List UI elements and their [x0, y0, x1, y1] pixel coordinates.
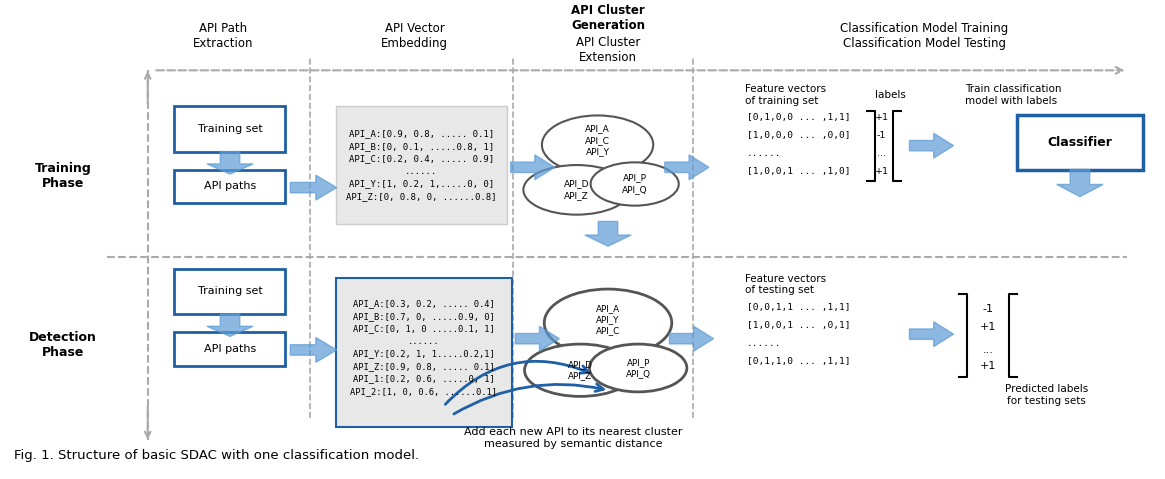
Text: API_D
API_Z: API_D API_Z — [567, 360, 593, 380]
Text: API_A:[0.9, 0.8, ..... 0.1]
API_B:[0, 0.1, .....0.8, 1]
API_C:[0.2, 0.4, ..... 0: API_A:[0.9, 0.8, ..... 0.1] API_B:[0, 0.… — [346, 129, 496, 201]
Text: -1: -1 — [983, 304, 994, 314]
Text: API Cluster
Extension: API Cluster Extension — [576, 35, 641, 64]
Polygon shape — [290, 175, 337, 200]
FancyBboxPatch shape — [336, 278, 511, 427]
Text: API paths: API paths — [204, 343, 256, 354]
Polygon shape — [585, 221, 631, 246]
Ellipse shape — [542, 115, 654, 174]
Text: [1,0,0,1 ... ,0,1]: [1,0,0,1 ... ,0,1] — [747, 320, 850, 330]
Text: ......: ...... — [747, 149, 782, 158]
Text: API_D
API_Z: API_D API_Z — [564, 180, 589, 200]
Text: +1: +1 — [875, 113, 889, 122]
Text: [1,0,0,0 ... ,0,0]: [1,0,0,0 ... ,0,0] — [747, 131, 850, 140]
Polygon shape — [910, 133, 953, 158]
Text: [0,1,0,0 ... ,1,1]: [0,1,0,0 ... ,1,1] — [747, 113, 850, 122]
Polygon shape — [910, 322, 953, 347]
Text: Training set: Training set — [198, 286, 262, 297]
Text: API_A:[0.3, 0.2, ..... 0.4]
API_B:[0.7, 0, .....0.9, 0]
API_C:[0, 1, 0 .....0.1,: API_A:[0.3, 0.2, ..... 0.4] API_B:[0.7, … — [351, 299, 497, 396]
Text: +1: +1 — [980, 322, 996, 332]
Ellipse shape — [591, 162, 679, 205]
Text: ......: ...... — [747, 339, 782, 348]
Text: Fig. 1. Structure of basic SDAC with one classification model.: Fig. 1. Structure of basic SDAC with one… — [14, 449, 419, 462]
Text: [1,0,0,1 ... ,1,0]: [1,0,0,1 ... ,1,0] — [747, 167, 850, 176]
Text: Training set: Training set — [198, 124, 262, 134]
Polygon shape — [1057, 170, 1103, 196]
Text: API_P
API_Q: API_P API_Q — [622, 173, 648, 194]
Text: ...: ... — [877, 149, 887, 158]
Text: Classifier: Classifier — [1047, 136, 1113, 149]
Text: Feature vectors
of training set: Feature vectors of training set — [744, 84, 826, 106]
FancyBboxPatch shape — [175, 170, 284, 204]
Text: Feature vectors
of testing set: Feature vectors of testing set — [744, 274, 826, 296]
Text: API_A
API_C
API_Y: API_A API_C API_Y — [585, 124, 610, 157]
Text: Classification Model Training
Classification Model Testing: Classification Model Training Classifica… — [840, 22, 1009, 50]
Text: API paths: API paths — [204, 181, 256, 191]
Text: API_A
API_Y
API_C: API_A API_Y API_C — [595, 304, 620, 335]
Text: +1: +1 — [875, 167, 889, 176]
Text: -1: -1 — [877, 131, 887, 140]
Text: API Vector
Embedding: API Vector Embedding — [381, 22, 447, 50]
Ellipse shape — [589, 344, 687, 392]
FancyBboxPatch shape — [1017, 115, 1143, 170]
Polygon shape — [207, 314, 253, 336]
Text: API Path
Extraction: API Path Extraction — [193, 22, 253, 50]
Polygon shape — [290, 338, 337, 362]
Text: ...: ... — [983, 345, 994, 355]
Polygon shape — [207, 151, 253, 174]
FancyBboxPatch shape — [175, 269, 284, 314]
Polygon shape — [670, 326, 713, 351]
Text: Training
Phase: Training Phase — [35, 162, 91, 190]
Ellipse shape — [544, 289, 672, 357]
Text: API_P
API_Q: API_P API_Q — [626, 358, 651, 378]
Text: Detection
Phase: Detection Phase — [29, 331, 97, 359]
FancyBboxPatch shape — [336, 106, 507, 224]
Text: [0,1,1,0 ... ,1,1]: [0,1,1,0 ... ,1,1] — [747, 357, 850, 366]
Polygon shape — [515, 326, 559, 351]
Ellipse shape — [523, 165, 630, 215]
Text: Train classification
model with labels: Train classification model with labels — [965, 84, 1061, 106]
Text: Add each new API to its nearest cluster
measured by semantic distance: Add each new API to its nearest cluster … — [464, 427, 683, 449]
Text: API Cluster
Generation: API Cluster Generation — [571, 4, 645, 32]
Polygon shape — [510, 155, 555, 180]
Polygon shape — [665, 155, 708, 180]
Text: Predicted labels
for testing sets: Predicted labels for testing sets — [1004, 384, 1088, 406]
FancyBboxPatch shape — [175, 332, 284, 366]
Ellipse shape — [524, 344, 636, 397]
Text: [0,0,1,1 ... ,1,1]: [0,0,1,1 ... ,1,1] — [747, 303, 850, 312]
FancyBboxPatch shape — [175, 106, 284, 151]
Text: +1: +1 — [980, 361, 996, 371]
Text: labels: labels — [875, 90, 905, 100]
